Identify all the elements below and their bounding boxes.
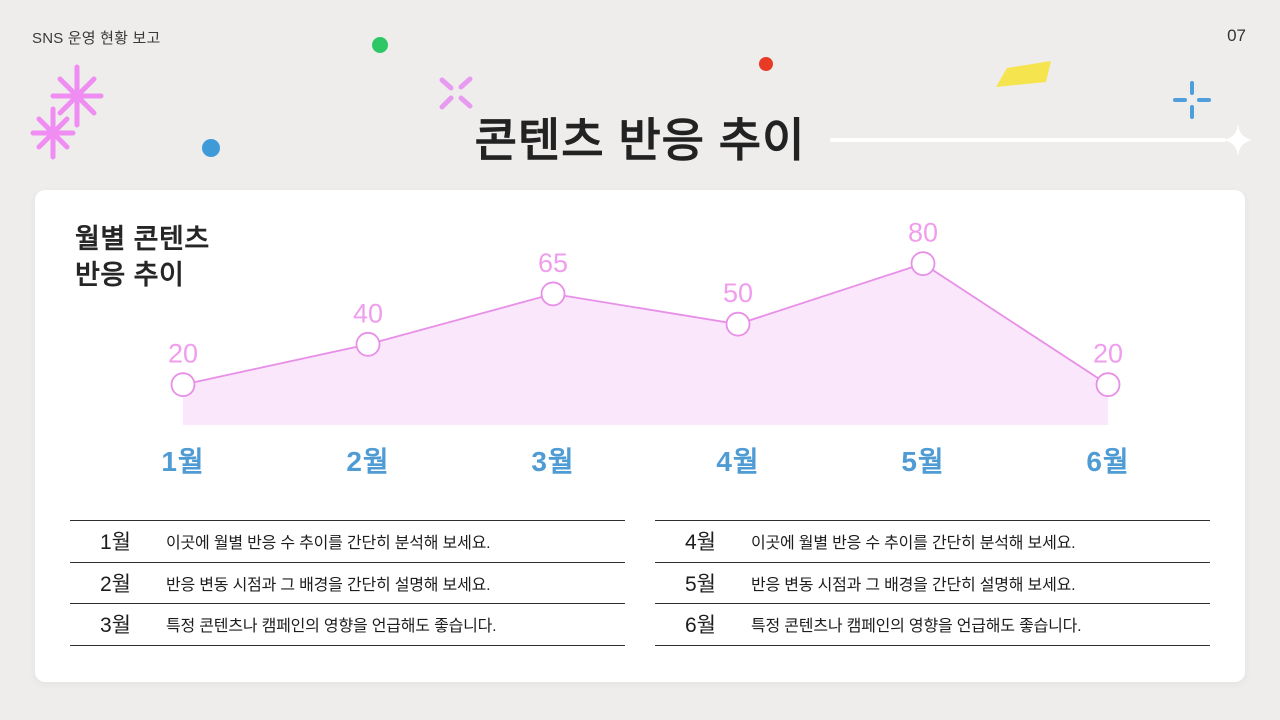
data-point-marker <box>540 281 566 307</box>
trend-area-chart: 20 40 65 50 80 20 <box>168 218 1123 425</box>
table-row: 1월 이곳에 월별 반응 수 추이를 간단히 분석해 보세요. <box>70 520 625 562</box>
notes-table-right: 4월 이곳에 월별 반응 수 추이를 간단히 분석해 보세요. 5월 반응 변동… <box>655 520 1210 646</box>
table-row: 3월 특정 콘텐츠나 캠페인의 영향을 언급해도 좋습니다. <box>70 603 625 645</box>
table-row: 6월 특정 콘텐츠나 캠페인의 영향을 언급해도 좋습니다. <box>655 603 1210 645</box>
content-card: 월별 콘텐츠 반응 추이 20 40 65 50 80 20 1월 2월 3월 4월 5월… <box>35 190 1245 682</box>
x-axis-label: 1월 <box>161 446 205 477</box>
data-point-label: 20 <box>1093 339 1123 369</box>
note-month-label: 5월 <box>685 572 716 596</box>
blue-dot-icon <box>202 139 220 157</box>
trend-line <box>182 262 1109 386</box>
note-month-label: 6월 <box>685 614 716 638</box>
page-title: 콘텐츠 반응 추이 <box>474 114 806 166</box>
note-month-label: 3월 <box>100 614 131 638</box>
note-month-label: 4월 <box>685 531 716 555</box>
data-point-marker <box>355 331 381 357</box>
data-point-label: 40 <box>353 298 383 328</box>
chart-title-line2: 반응 추이 <box>75 259 185 290</box>
page-number: 07 <box>1227 26 1246 45</box>
data-point-marker <box>910 251 936 277</box>
data-point-label: 65 <box>538 248 568 278</box>
note-month-label: 1월 <box>100 531 131 555</box>
note-text: 특정 콘텐츠나 캠페인의 영향을 언급해도 좋습니다. <box>166 618 497 636</box>
pink-x-icon <box>439 76 473 110</box>
chart-title: 월별 콘텐츠 반응 추이 <box>75 222 210 293</box>
data-point-marker <box>1095 372 1121 398</box>
notes-table-left: 1월 이곳에 월별 반응 수 추이를 간단히 분석해 보세요. 2월 반응 변동… <box>70 520 625 646</box>
data-point-marker <box>170 372 196 398</box>
data-point-label: 80 <box>908 218 938 248</box>
note-text: 이곳에 월별 반응 수 추이를 간단히 분석해 보세요. <box>166 535 491 553</box>
x-axis-label: 3월 <box>531 446 575 477</box>
note-text: 이곳에 월별 반응 수 추이를 간단히 분석해 보세요. <box>751 535 1076 553</box>
table-row: 2월 반응 변동 시점과 그 배경을 간단히 설명해 보세요. <box>70 561 625 604</box>
area-fill <box>183 263 1108 425</box>
data-point-label: 20 <box>168 339 198 369</box>
x-axis-label: 2월 <box>346 446 390 477</box>
white-star-icon <box>1224 124 1252 156</box>
sparkle-icon <box>50 64 104 128</box>
note-text: 반응 변동 시점과 그 배경을 간단히 설명해 보세요. <box>166 576 491 594</box>
x-axis-label: 5월 <box>901 446 945 477</box>
title-divider-line <box>830 138 1226 142</box>
data-point-marker <box>725 311 751 337</box>
blue-plus-icon <box>1173 81 1211 119</box>
yellow-marker-icon <box>996 61 1051 87</box>
note-text: 반응 변동 시점과 그 배경을 간단히 설명해 보세요. <box>751 576 1076 594</box>
table-row: 4월 이곳에 월별 반응 수 추이를 간단히 분석해 보세요. <box>655 520 1210 562</box>
header-title: SNS 운영 현황 보고 <box>32 30 161 47</box>
note-month-label: 2월 <box>100 572 131 596</box>
chart-title-line1: 월별 콘텐츠 <box>75 224 210 254</box>
red-dot-icon <box>759 57 773 71</box>
note-text: 특정 콘텐츠나 캠페인의 영향을 언급해도 좋습니다. <box>751 618 1082 636</box>
green-dot-icon <box>372 37 388 53</box>
sparkle-icon <box>30 106 76 160</box>
x-axis-label: 4월 <box>716 446 760 477</box>
data-point-label: 50 <box>723 278 753 308</box>
table-row: 5월 반응 변동 시점과 그 배경을 간단히 설명해 보세요. <box>655 561 1210 604</box>
x-axis-label: 6월 <box>1086 446 1130 477</box>
